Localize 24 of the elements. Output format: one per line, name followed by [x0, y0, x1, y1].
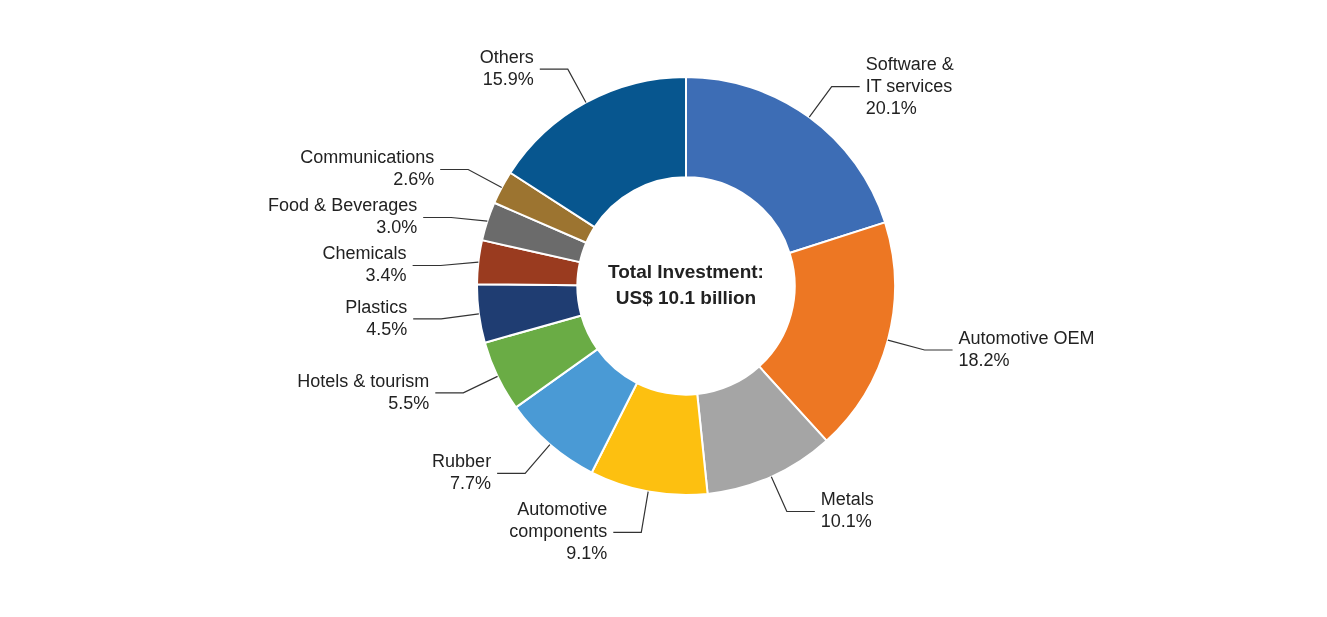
slice-label: Metals — [820, 489, 874, 510]
data-label: 20.1% — [865, 97, 917, 118]
text: US$ 10.1 billion — [615, 287, 757, 309]
slice-label: Automotive components — [509, 499, 608, 542]
data-label: 15.9% — [482, 69, 534, 90]
data-label: 7.7% — [450, 473, 492, 494]
slice-label: Communications — [300, 147, 435, 168]
slice-label: Food & Beverages — [268, 195, 418, 216]
data-label: 3.4% — [365, 265, 407, 286]
slice-label: Rubber — [432, 451, 492, 472]
slice-label: Hotels & tourism — [297, 370, 430, 391]
text: Total Investment: — [608, 261, 764, 283]
data-label: 3.0% — [376, 217, 418, 238]
data-label: 9.1% — [566, 543, 608, 564]
slice-label: Others — [479, 47, 534, 68]
data-label: 2.6% — [393, 169, 435, 190]
data-label: 18.2% — [958, 349, 1010, 370]
data-label: 4.5% — [366, 318, 408, 339]
slice-label: Plastics — [345, 296, 408, 317]
slice-label: Chemicals — [322, 243, 407, 264]
data-label: 10.1% — [820, 511, 872, 532]
slice-label: Automotive OEM — [958, 327, 1095, 348]
data-label: 5.5% — [388, 392, 430, 413]
slice-label: Software & IT services — [865, 53, 954, 96]
